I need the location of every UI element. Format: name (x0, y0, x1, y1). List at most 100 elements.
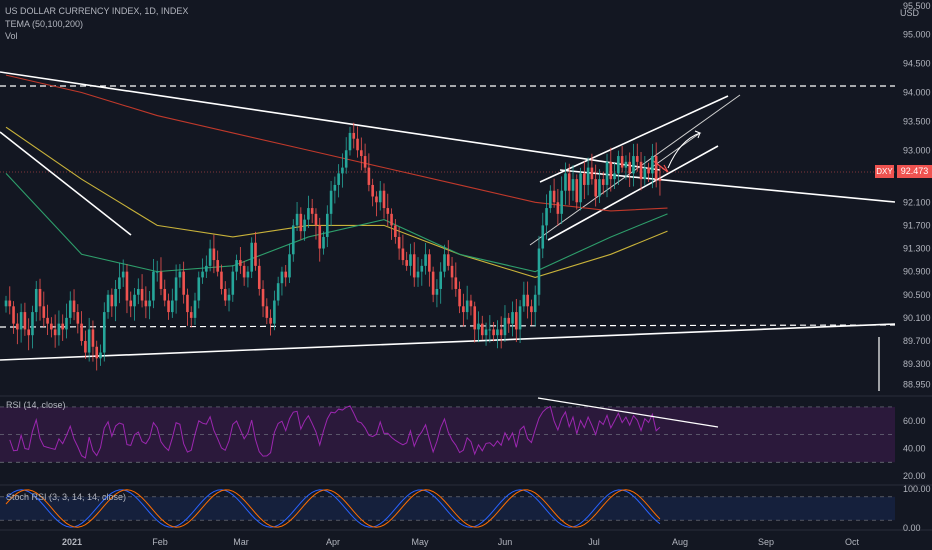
trend-line (547, 145, 719, 241)
candle-body (148, 300, 151, 307)
candle-body (363, 156, 367, 168)
candle-body (605, 161, 609, 185)
stoch-rsi-legend[interactable]: Stoch RSI (3, 3, 14, 14, close) (6, 492, 127, 502)
candle-body (23, 312, 27, 330)
candle-body (197, 277, 201, 301)
candle-body (76, 312, 80, 324)
tema-legend[interactable]: TEMA (50,100,200) (5, 19, 84, 29)
currency-label[interactable]: USD (900, 8, 920, 18)
candle-body (163, 288, 167, 301)
candle-body (186, 294, 189, 313)
candle-body (549, 190, 552, 209)
candle-body (167, 300, 170, 313)
candle-body (443, 254, 446, 272)
volume-legend[interactable]: Vol (5, 31, 18, 41)
candle-body (488, 329, 492, 331)
candle-body (159, 271, 163, 289)
price-tick-label: 90.900 (903, 267, 931, 277)
price-tick-label: 94.000 (903, 87, 931, 97)
candle-body (239, 260, 242, 266)
candle-body (27, 329, 30, 336)
candle-body (8, 300, 12, 307)
projection-arrow (667, 130, 702, 169)
candle-body (367, 167, 371, 185)
candle-body (182, 271, 185, 295)
candle-body (19, 312, 23, 330)
candle-body (360, 150, 363, 157)
candle-body (84, 340, 87, 353)
candle-body (102, 312, 106, 353)
candle-body (586, 167, 590, 185)
candle-body (533, 294, 537, 313)
candle-body (462, 306, 465, 313)
candle-body (624, 161, 628, 168)
time-tick-label: Oct (845, 537, 860, 547)
candle-body (601, 179, 605, 185)
candle-body (473, 306, 477, 330)
candle-body (492, 329, 495, 336)
candle-body (68, 300, 72, 318)
candle-body (617, 156, 620, 174)
candle-body (106, 294, 110, 313)
candle-body (564, 173, 567, 191)
price-pane[interactable] (0, 71, 896, 391)
rsi-legend[interactable]: RSI (14, close) (6, 400, 66, 410)
price-tick-label: 88.950 (903, 379, 931, 389)
candle-body (118, 277, 121, 289)
candle-body (397, 236, 401, 249)
candle-body (378, 190, 382, 203)
candle-body (598, 179, 601, 197)
candle-body (658, 179, 662, 181)
candle-body (337, 173, 340, 185)
candle-body (371, 184, 374, 197)
candle-body (382, 190, 386, 209)
candle-body (137, 288, 140, 295)
candle-body (424, 254, 427, 266)
candle-body (352, 132, 356, 139)
candle-body (594, 179, 597, 197)
candle-body (235, 260, 238, 272)
candle-body (303, 219, 306, 232)
candle-body (178, 271, 182, 278)
candle-body (144, 300, 148, 307)
candle-body (507, 317, 511, 324)
rsi-tick-label: 40.00 (903, 443, 926, 453)
price-tick-label: 92.100 (903, 197, 931, 207)
candle-body (620, 156, 624, 168)
candle-body (552, 190, 556, 203)
trend-line (539, 95, 729, 183)
candle-body (651, 156, 654, 174)
support-level-line (0, 324, 896, 328)
time-tick-label: May (411, 537, 429, 547)
candle-body (632, 156, 635, 174)
candle-body (560, 190, 563, 214)
candle-body (635, 156, 639, 162)
candle-body (499, 329, 503, 336)
candle-body (87, 329, 91, 353)
candle-body (140, 288, 144, 301)
stoch-tick-label: 0.00 (903, 523, 921, 533)
candle-body (348, 132, 352, 151)
time-tick-label: Feb (152, 537, 168, 547)
candle-body (314, 213, 318, 226)
candle-body (446, 254, 450, 266)
candle-body (273, 300, 276, 324)
candle-body (412, 254, 416, 278)
trend-line (529, 94, 741, 246)
candle-body (356, 138, 359, 151)
candle-body (4, 300, 8, 307)
time-tick-label: Apr (326, 537, 340, 547)
rsi-pane[interactable] (0, 397, 895, 463)
candle-body (439, 271, 442, 289)
candle-body (208, 248, 212, 266)
price-tick-label: 89.300 (903, 359, 931, 369)
candle-body (579, 173, 582, 203)
price-tick-label: 95.000 (903, 30, 931, 40)
stoch-band (0, 496, 895, 521)
candle-body (291, 225, 295, 255)
candle-body (16, 323, 19, 330)
price-tick-label: 93.500 (903, 116, 931, 126)
stoch-pane[interactable] (0, 489, 895, 528)
candle-body (469, 300, 473, 307)
